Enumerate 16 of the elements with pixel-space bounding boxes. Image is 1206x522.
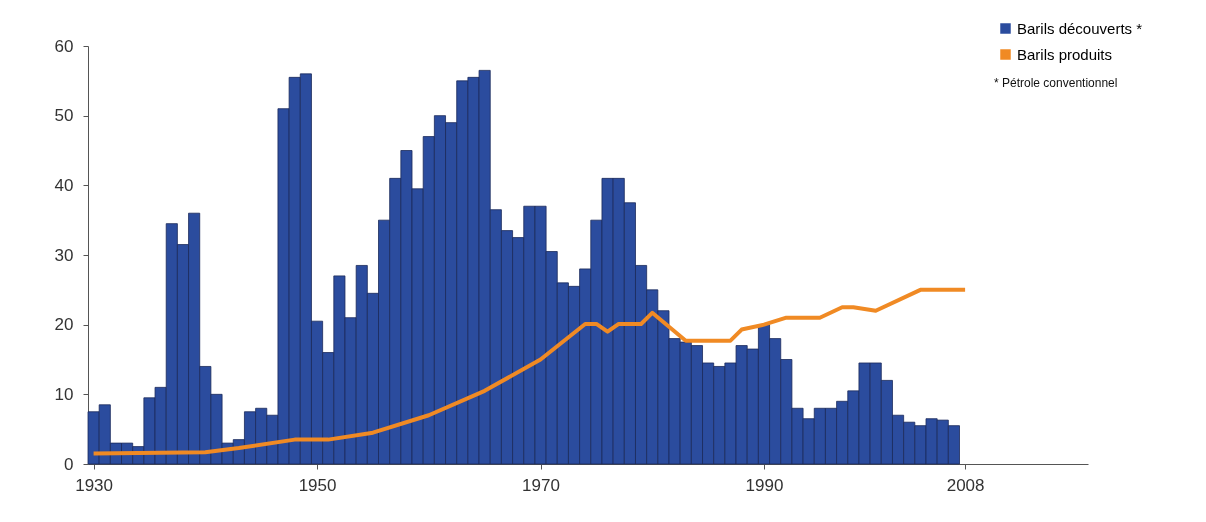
x-tick-label: 1930 <box>75 475 113 495</box>
x-tick-label: 1990 <box>745 475 784 495</box>
y-tick-label: 0 <box>64 454 74 474</box>
legend-label: Barils découverts * <box>1017 19 1143 37</box>
x-tick-label: 1970 <box>522 475 560 495</box>
y-tick-label: 20 <box>54 315 74 335</box>
annotation: * Pétrole conventionnel <box>994 76 1118 90</box>
x-tick-label: 2008 <box>946 475 985 495</box>
x-tick-label: 1950 <box>298 475 337 495</box>
legend-label: Barils produits <box>1017 45 1113 63</box>
y-tick-label: 40 <box>54 175 74 195</box>
y-tick-label: 50 <box>54 106 74 126</box>
y-tick-label: 30 <box>54 245 74 265</box>
y-tick-label: 60 <box>54 36 74 56</box>
y-tick-label: 10 <box>54 384 74 404</box>
line-series <box>91 287 968 456</box>
